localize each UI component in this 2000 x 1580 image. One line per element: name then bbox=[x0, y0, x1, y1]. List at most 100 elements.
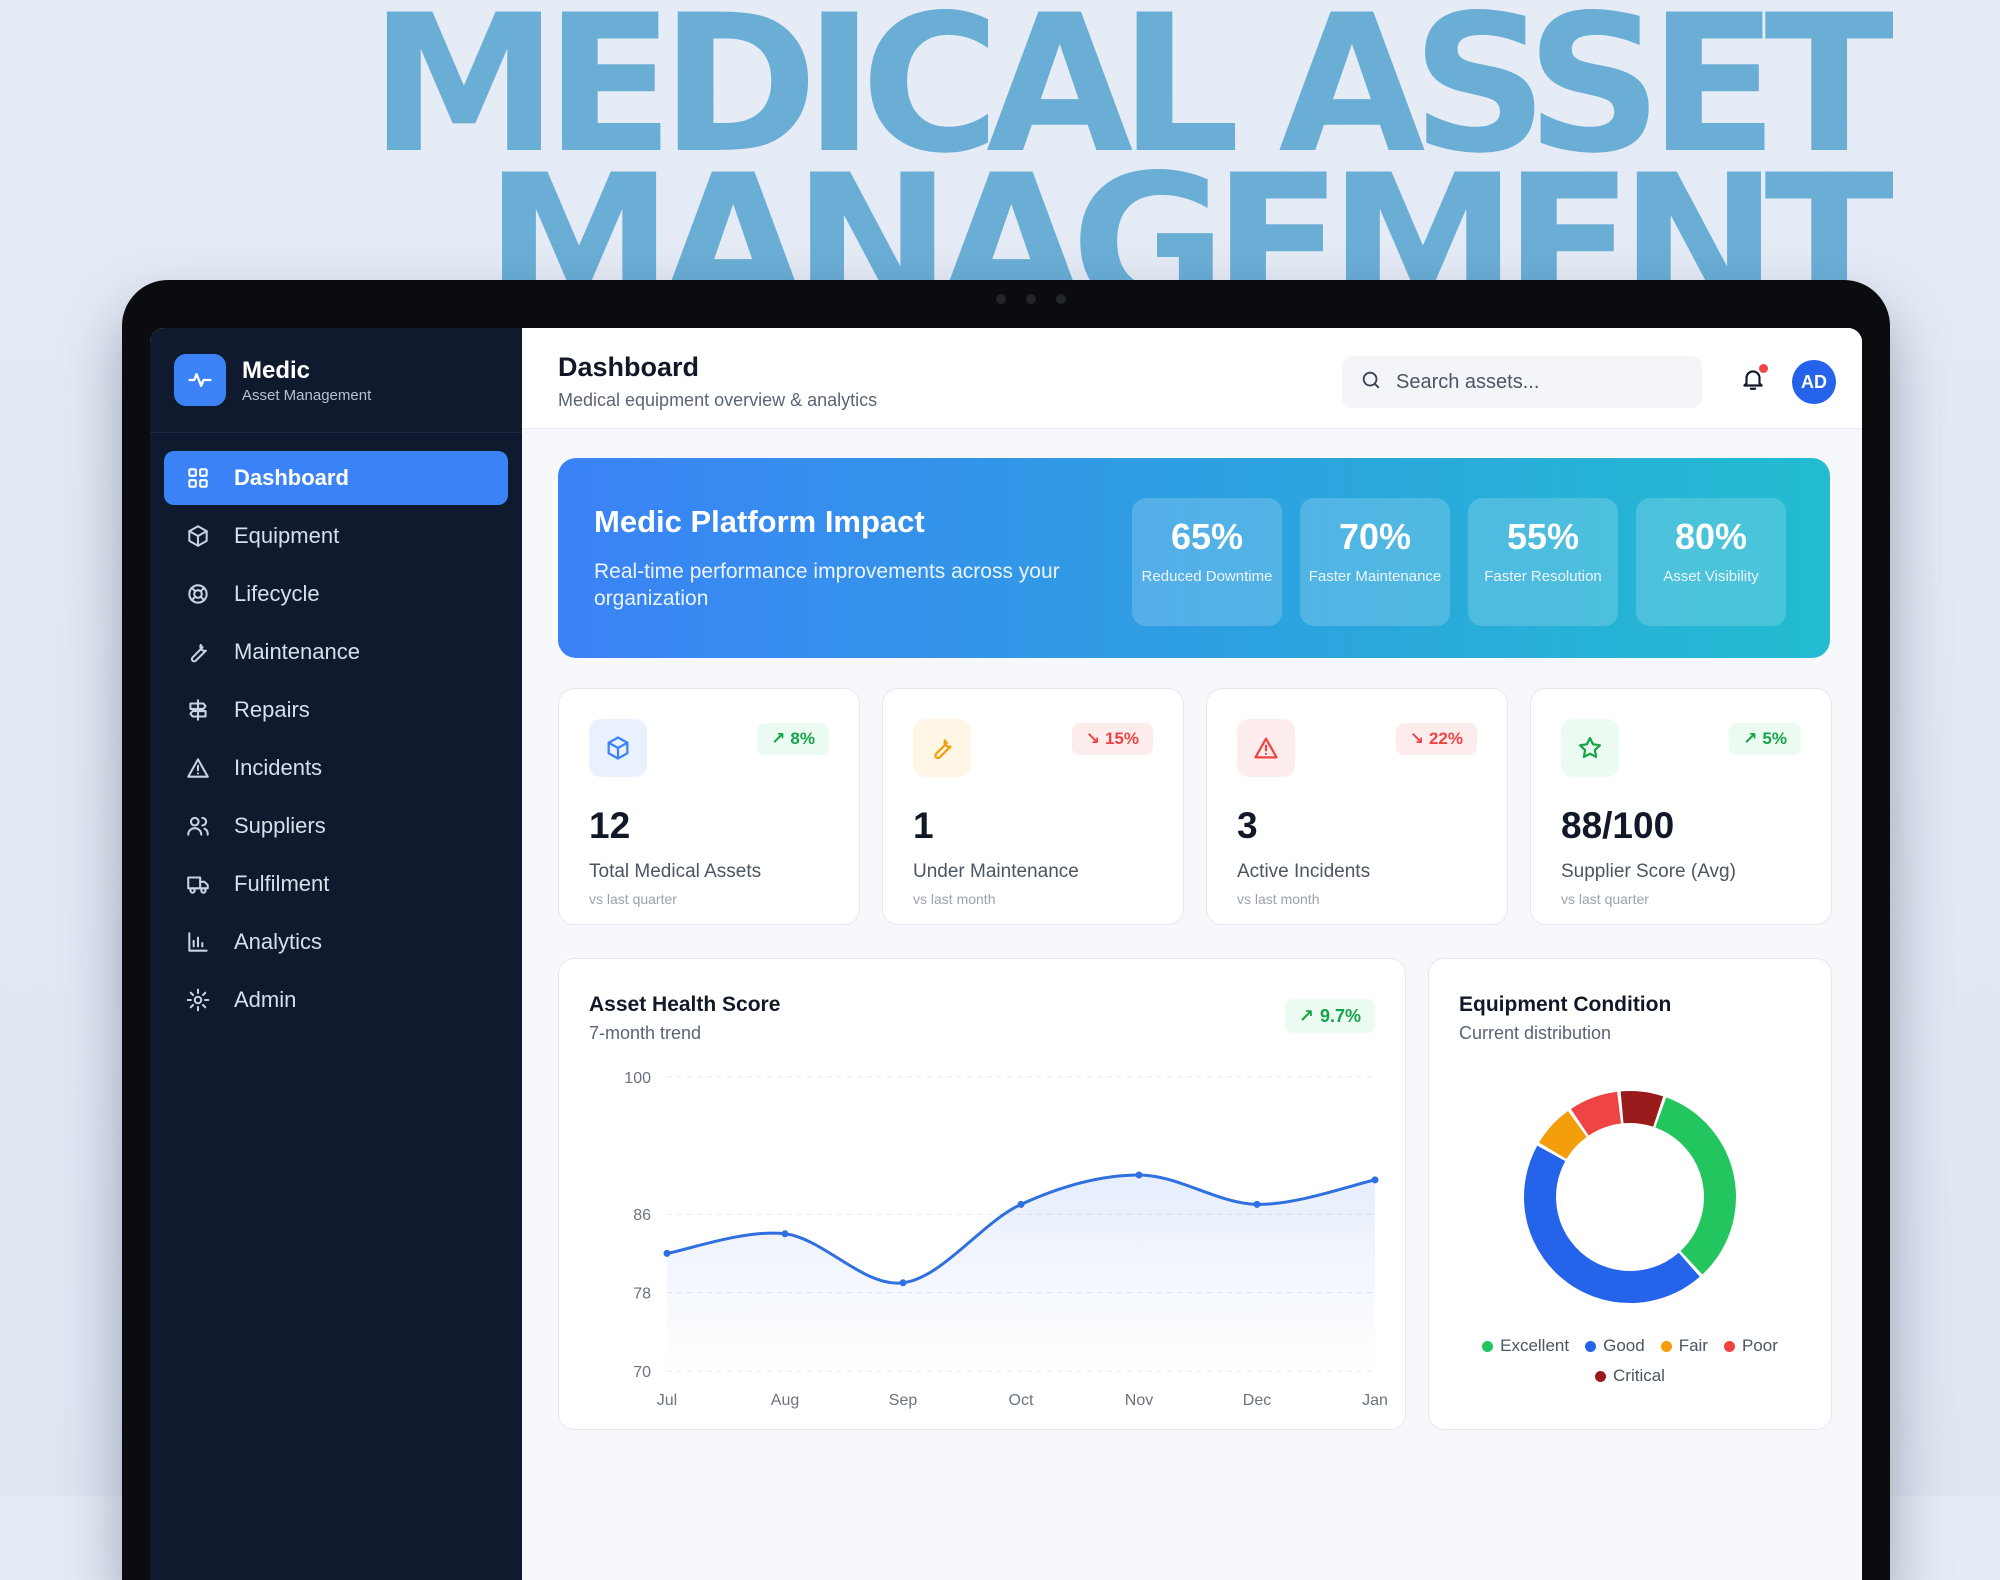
sidebar-item-label: Fulfilment bbox=[234, 871, 330, 896]
data-point[interactable] bbox=[781, 1230, 789, 1238]
panel-title: Equipment Condition bbox=[1459, 993, 1672, 1016]
stat-card[interactable]: ↗ 5% 88/100 Supplier Score (Avg) vs last qua… bbox=[1530, 688, 1832, 925]
x-tick-label: Sep bbox=[889, 1392, 918, 1409]
sidebar-item-label: Incidents bbox=[234, 755, 323, 780]
sidebar-item-label: Suppliers bbox=[234, 813, 326, 838]
stat-label: Supplier Score (Avg) bbox=[1561, 861, 1736, 882]
sidebar-item-repairs[interactable]: Repairs bbox=[164, 683, 508, 737]
sidebar-item-suppliers[interactable]: Suppliers bbox=[164, 799, 508, 853]
stat-value: 12 bbox=[589, 805, 631, 846]
legend-label: Excellent bbox=[1500, 1336, 1570, 1355]
change-value: 8% bbox=[790, 729, 815, 748]
gear-icon bbox=[184, 986, 212, 1014]
data-point[interactable] bbox=[663, 1249, 671, 1257]
x-tick-label: Nov bbox=[1125, 1392, 1153, 1409]
legend-label: Good bbox=[1603, 1336, 1645, 1355]
trend-down-icon: ↘ bbox=[1409, 729, 1424, 748]
legend-label: Poor bbox=[1741, 1336, 1778, 1355]
sidebar-item-maintenance[interactable]: Maintenance bbox=[164, 625, 508, 679]
star-icon bbox=[1561, 719, 1619, 777]
trend-up-icon: ↗ bbox=[1298, 1005, 1314, 1026]
app-screen: Medic Asset Management Dashboard Equipmen… bbox=[150, 328, 1862, 1580]
avatar[interactable]: AD bbox=[1792, 360, 1836, 404]
donut-slice-excellent[interactable] bbox=[1515, 1082, 1746, 1313]
panel-title: Asset Health Score bbox=[589, 993, 781, 1016]
signpost-icon bbox=[184, 696, 212, 724]
data-point[interactable] bbox=[1371, 1176, 1379, 1184]
change-badge: ↘ 22% bbox=[1395, 723, 1477, 755]
sidebar-item-fulfilment[interactable]: Fulfilment bbox=[164, 857, 508, 911]
condition-donut-chart bbox=[1515, 1082, 1746, 1313]
data-point[interactable] bbox=[899, 1279, 907, 1287]
trend-down-icon: ↘ bbox=[1085, 729, 1100, 748]
metric-value: 55% bbox=[1506, 516, 1580, 557]
series-area bbox=[667, 1175, 1375, 1371]
camera-dot bbox=[996, 294, 1006, 304]
sidebar-item-lifecycle[interactable]: Lifecycle bbox=[164, 567, 508, 621]
sidebar-item-incidents[interactable]: Incidents bbox=[164, 741, 508, 795]
metric-label: Reduced Downtime bbox=[1141, 568, 1273, 585]
metric-value: 65% bbox=[1170, 516, 1244, 557]
sidebar-item-admin[interactable]: Admin bbox=[164, 973, 508, 1027]
sidebar-nav: Dashboard Equipment Lifecycle Maintenance Re… bbox=[150, 433, 522, 1049]
data-point[interactable] bbox=[1135, 1171, 1143, 1179]
legend-swatch bbox=[1660, 1341, 1672, 1353]
legend-label: Critical bbox=[1613, 1366, 1665, 1385]
sidebar-item-equipment[interactable]: Equipment bbox=[164, 509, 508, 563]
legend-label: Fair bbox=[1678, 1336, 1708, 1355]
chart-legend: Excellent Good Fair Poor Critical bbox=[1449, 1331, 1811, 1391]
change-badge: ↗ 8% bbox=[757, 723, 829, 755]
stat-card[interactable]: ↘ 22% 3 Active Incidents vs last month bbox=[1206, 688, 1508, 925]
stat-card[interactable]: ↘ 15% 1 Under Maintenance vs last month bbox=[882, 688, 1184, 925]
stat-comparison: vs last quarter bbox=[1561, 891, 1649, 907]
stat-label: Active Incidents bbox=[1237, 861, 1371, 882]
legend-swatch bbox=[1723, 1341, 1735, 1353]
sidebar-item-dashboard[interactable]: Dashboard bbox=[164, 451, 508, 505]
banner-title: Medic Platform Impact bbox=[594, 504, 925, 539]
impact-metric: 65% Reduced Downtime bbox=[1132, 498, 1282, 626]
cube-icon bbox=[184, 522, 212, 550]
cube-icon bbox=[589, 719, 647, 777]
brand[interactable]: Medic Asset Management bbox=[150, 328, 522, 433]
lifebuoy-icon bbox=[184, 580, 212, 608]
trend-value: 9.7% bbox=[1319, 1005, 1361, 1026]
notification-bell-icon[interactable] bbox=[1740, 364, 1768, 397]
stat-value: 88/100 bbox=[1561, 805, 1675, 846]
legend-swatch bbox=[1585, 1341, 1597, 1353]
x-tick-label: Dec bbox=[1243, 1392, 1271, 1409]
sidebar-item-analytics[interactable]: Analytics bbox=[164, 915, 508, 969]
stat-value: 1 bbox=[913, 805, 934, 846]
camera-dot bbox=[1026, 294, 1036, 304]
camera-dot bbox=[1056, 294, 1066, 304]
users-icon bbox=[184, 812, 212, 840]
brand-subtitle: Asset Management bbox=[242, 386, 372, 404]
impact-metric: 55% Faster Resolution bbox=[1468, 498, 1618, 626]
health-line-chart: 70 78 86 100 Jul Aug Sep Oct Nov Dec Jan bbox=[624, 1070, 1388, 1409]
banner-subtitle: Real-time performance improvements acros… bbox=[594, 560, 1060, 611]
page-title: Dashboard bbox=[558, 352, 700, 382]
sidebar-item-label: Repairs bbox=[234, 697, 310, 722]
search-box[interactable] bbox=[1342, 356, 1702, 408]
wrench-icon bbox=[913, 719, 971, 777]
legend-item: Excellent bbox=[1482, 1331, 1569, 1361]
legend-item: Poor bbox=[1723, 1331, 1778, 1361]
sidebar-item-label: Dashboard bbox=[234, 465, 349, 490]
data-point[interactable] bbox=[1017, 1200, 1025, 1208]
sidebar-item-label: Equipment bbox=[234, 523, 340, 548]
truck-icon bbox=[184, 870, 212, 898]
search-input[interactable] bbox=[1394, 369, 1678, 395]
warning-icon bbox=[1237, 719, 1295, 777]
grid-icon bbox=[184, 464, 212, 492]
x-tick-label: Aug bbox=[771, 1392, 799, 1409]
metric-value: 70% bbox=[1338, 516, 1412, 557]
change-value: 22% bbox=[1428, 729, 1463, 748]
donut-slice-good[interactable] bbox=[1515, 1082, 1746, 1313]
impact-metric: 80% Asset Visibility bbox=[1636, 498, 1786, 626]
notification-dot bbox=[1759, 364, 1768, 373]
stat-comparison: vs last month bbox=[1237, 891, 1320, 907]
x-tick-label: Jul bbox=[657, 1392, 677, 1409]
sidebar: Medic Asset Management Dashboard Equipmen… bbox=[150, 328, 522, 1580]
data-point[interactable] bbox=[1253, 1200, 1261, 1208]
stat-card[interactable]: ↗ 8% 12 Total Medical Assets vs last quarter bbox=[558, 688, 860, 925]
stat-comparison: vs last quarter bbox=[589, 891, 677, 907]
